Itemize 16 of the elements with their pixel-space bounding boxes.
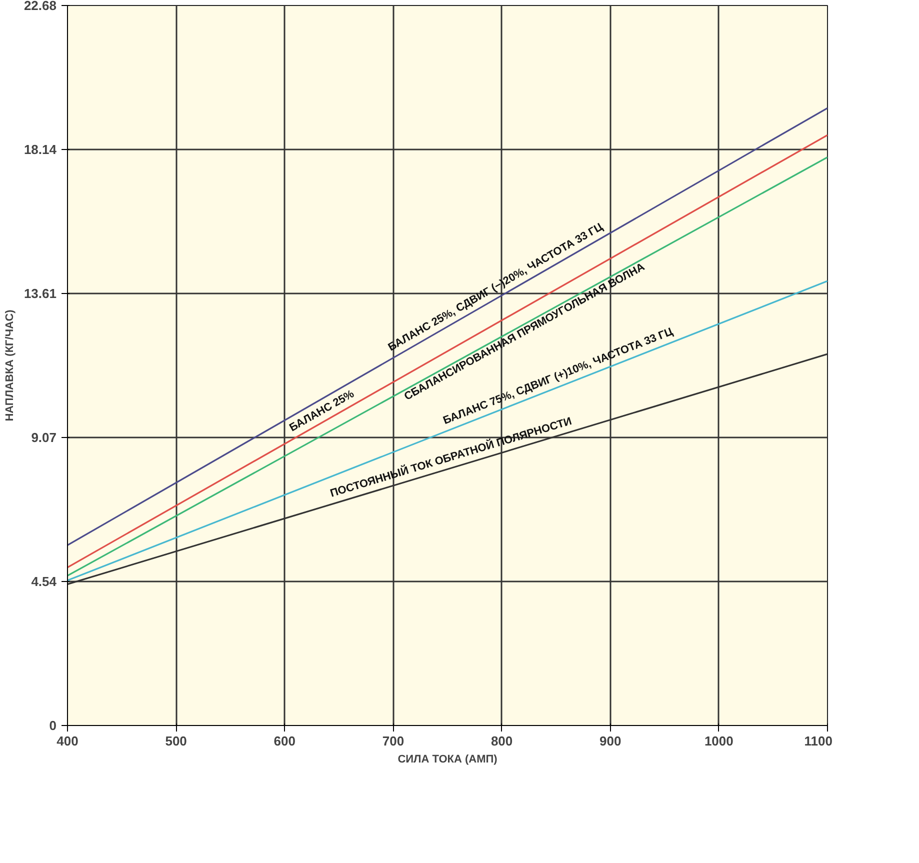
x-axis-title: СИЛА ТОКА (АМП) [398, 754, 498, 766]
x-tick-label: 600 [274, 734, 296, 748]
x-tick-label: 900 [600, 734, 622, 748]
y-tick-label: 0 [49, 718, 57, 733]
x-tick-label: 500 [165, 734, 187, 748]
y-axis-title: НАПЛАВКА (КГ/ЧАС) [4, 309, 16, 422]
y-tick-label: 13.61 [24, 286, 57, 301]
x-tick-label: 400 [56, 734, 78, 748]
x-tick-label: 1100 [804, 734, 832, 748]
x-tick-label: 800 [490, 734, 513, 748]
y-tick-label: 18.14 [24, 142, 58, 158]
y-tick-label: 9.07 [31, 430, 57, 446]
y-tick-label: 22.68 [24, 0, 57, 13]
y-tick-label: 4.54 [31, 574, 58, 589]
x-tick-label: 700 [382, 734, 404, 748]
x-tick-label: 1000 [704, 734, 734, 748]
